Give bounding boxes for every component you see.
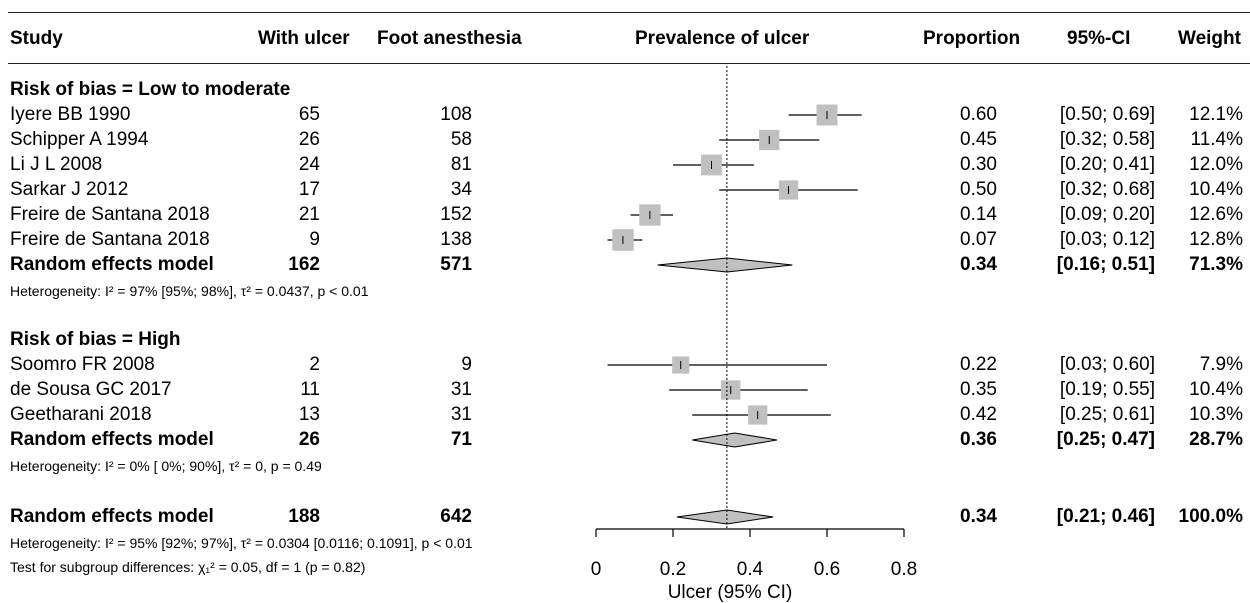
subgroup-title: Risk of bias = Low to moderate: [10, 79, 291, 100]
row-proportion: 0.34: [960, 254, 997, 275]
pooled-diamond: [676, 509, 774, 525]
row-study-label: Schipper A 1994: [10, 129, 149, 150]
row-ci: [0.50; 0.69]: [1059, 104, 1155, 125]
row-proportion: 0.60: [960, 104, 997, 125]
row-weight: 7.9%: [1199, 354, 1243, 375]
row-study-label: Random effects model: [10, 506, 214, 527]
row-ci: [0.32; 0.58]: [1059, 129, 1155, 150]
row-with-ulcer: 17: [298, 179, 320, 200]
row-with-ulcer: 24: [298, 154, 320, 175]
row-proportion: 0.14: [960, 204, 997, 225]
row-ci: [0.03; 0.60]: [1059, 354, 1155, 375]
row-ci: [0.16; 0.51]: [1056, 254, 1155, 275]
row-ci: [0.25; 0.61]: [1059, 404, 1155, 425]
row-with-ulcer: 162: [288, 254, 320, 275]
row-proportion: 0.22: [960, 354, 997, 375]
row-weight: 10.4%: [1189, 179, 1243, 200]
row-with-ulcer: 65: [298, 104, 320, 125]
row-weight: 12.1%: [1189, 104, 1243, 125]
row-foot-anesthesia: 9: [461, 354, 472, 375]
x-tick-label: 0.8: [891, 559, 917, 580]
row-study-label: Freire de Santana 2018: [10, 229, 210, 250]
row-foot-anesthesia: 152: [440, 204, 472, 225]
header-ci: 95%-CI: [1067, 28, 1131, 49]
row-proportion: 0.36: [960, 429, 997, 450]
row-study-label: Random effects model: [10, 254, 214, 275]
row-weight: 12.0%: [1189, 154, 1243, 175]
subgroup-test: Test for subgroup differences: χ₁² = 0.0…: [10, 559, 366, 575]
row-weight: 71.3%: [1189, 254, 1243, 275]
row-with-ulcer: 9: [309, 229, 320, 250]
row-with-ulcer: 2: [309, 354, 320, 375]
subgroup-heterogeneity: Heterogeneity: I² = 97% [95%; 98%], τ² =…: [10, 283, 369, 299]
header-foot-anesthesia: Foot anesthesia: [377, 28, 522, 49]
row-study-label: Freire de Santana 2018: [10, 204, 210, 225]
x-axis-label: Ulcer (95% CI): [668, 582, 793, 603]
row-foot-anesthesia: 81: [450, 154, 472, 175]
row-with-ulcer: 11: [300, 379, 320, 400]
row-weight: 11.4%: [1190, 129, 1243, 150]
row-proportion: 0.45: [960, 129, 997, 150]
row-with-ulcer: 21: [298, 204, 320, 225]
row-ci: [0.09; 0.20]: [1059, 204, 1155, 225]
row-study-label: de Sousa GC 2017: [10, 379, 172, 400]
row-ci: [0.25; 0.47]: [1056, 429, 1155, 450]
row-proportion: 0.42: [960, 404, 997, 425]
row-weight: 10.3%: [1189, 404, 1243, 425]
subgroup-heterogeneity: Heterogeneity: I² = 0% [ 0%; 90%], τ² = …: [10, 458, 322, 474]
row-proportion: 0.50: [960, 179, 997, 200]
x-tick-label: 0.6: [814, 559, 840, 580]
header-proportion: Proportion: [923, 28, 1021, 49]
row-foot-anesthesia: 642: [440, 506, 472, 527]
row-foot-anesthesia: 571: [440, 254, 472, 275]
row-ci: [0.20; 0.41]: [1059, 154, 1155, 175]
row-ci: [0.03; 0.12]: [1059, 229, 1155, 250]
row-foot-anesthesia: 31: [450, 379, 472, 400]
row-ci: [0.21; 0.46]: [1056, 506, 1155, 527]
overall-heterogeneity: Heterogeneity: I² = 95% [92%; 97%], τ² =…: [10, 535, 473, 551]
top-rule: [8, 12, 1250, 13]
row-proportion: 0.34: [960, 506, 997, 527]
row-foot-anesthesia: 108: [440, 104, 472, 125]
row-proportion: 0.07: [960, 229, 997, 250]
x-tick-label: 0: [591, 559, 602, 580]
row-proportion: 0.35: [960, 379, 997, 400]
pooled-diamond: [657, 257, 793, 273]
row-weight: 12.8%: [1189, 229, 1243, 250]
header-weight: Weight: [1178, 28, 1241, 49]
header-prevalence: Prevalence of ulcer: [635, 28, 810, 49]
header-study: Study: [10, 28, 63, 49]
row-foot-anesthesia: 138: [440, 229, 472, 250]
row-proportion: 0.30: [960, 154, 997, 175]
row-foot-anesthesia: 58: [450, 129, 472, 150]
row-study-label: Random effects model: [10, 429, 214, 450]
x-tick-label: 0.2: [660, 559, 686, 580]
row-study-label: Iyere BB 1990: [10, 104, 131, 125]
row-weight: 12.6%: [1189, 204, 1243, 225]
row-with-ulcer: 26: [298, 129, 320, 150]
row-study-label: Li J L 2008: [10, 154, 103, 175]
subgroup-title: Risk of bias = High: [10, 329, 181, 350]
row-foot-anesthesia: 34: [450, 179, 472, 200]
row-weight: 100.0%: [1178, 506, 1243, 527]
header-with-ulcer: With ulcer: [258, 28, 350, 49]
row-weight: 28.7%: [1189, 429, 1243, 450]
row-ci: [0.19; 0.55]: [1059, 379, 1155, 400]
row-study-label: Geetharani 2018: [10, 404, 152, 425]
row-foot-anesthesia: 31: [450, 404, 472, 425]
x-tick-label: 0.4: [737, 559, 764, 580]
row-study-label: Sarkar J 2012: [10, 179, 129, 200]
row-with-ulcer: 188: [288, 506, 320, 527]
pooled-diamond: [692, 432, 778, 448]
row-ci: [0.32; 0.68]: [1059, 179, 1155, 200]
row-with-ulcer: 13: [298, 404, 320, 425]
row-study-label: Soomro FR 2008: [10, 354, 155, 375]
row-with-ulcer: 26: [298, 429, 320, 450]
row-foot-anesthesia: 71: [450, 429, 472, 450]
header-rule: [8, 63, 1250, 64]
row-weight: 10.4%: [1189, 379, 1243, 400]
